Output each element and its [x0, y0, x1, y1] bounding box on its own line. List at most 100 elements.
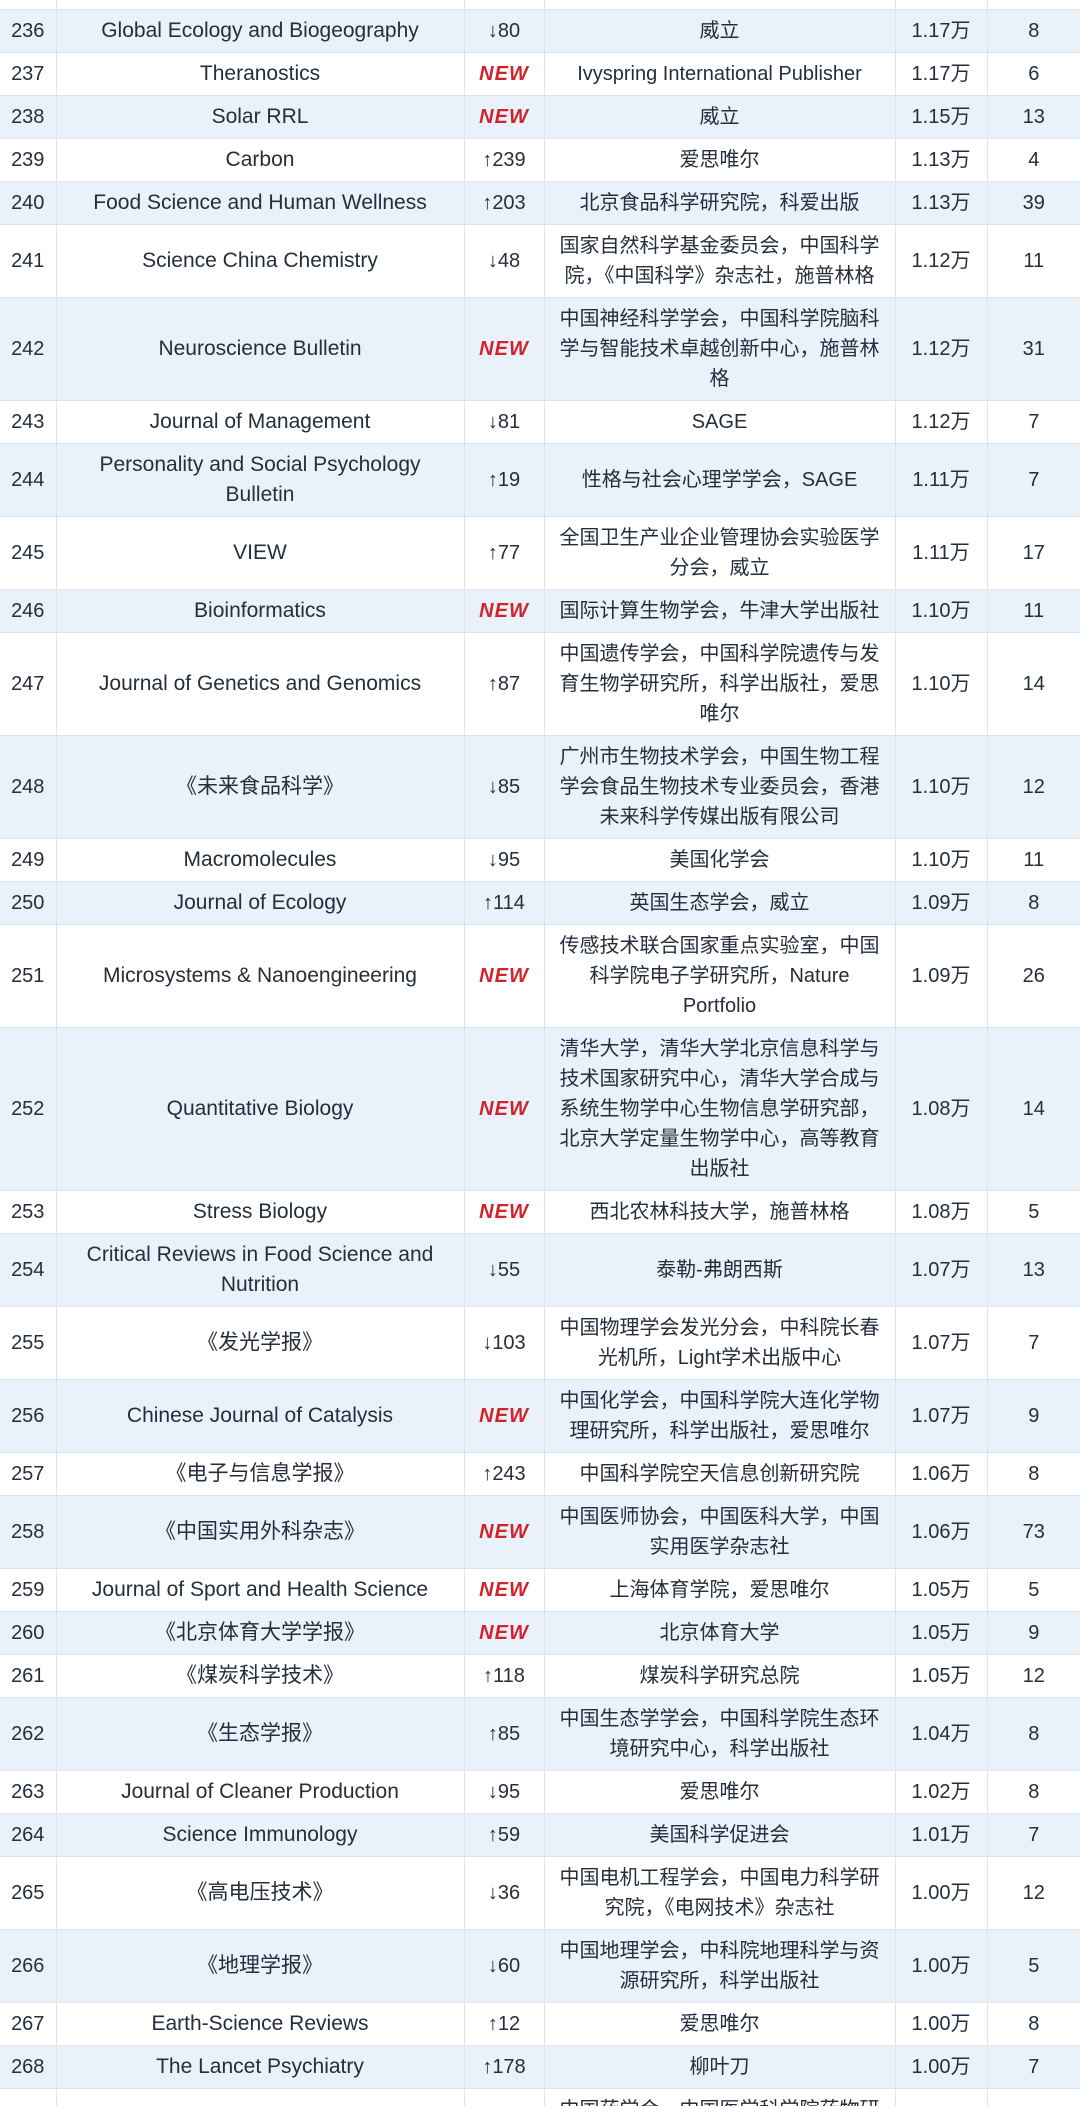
publisher-cell: 中国生态学学会，中国科学院生态环境研究中心，科学出版社: [543, 1697, 896, 1771]
stat-secondary-cell: 5: [986, 1568, 1080, 1612]
journal-name-cell: Journal of Management: [55, 400, 465, 444]
journal-name-cell: Microsystems & Nanoengineering: [55, 924, 465, 1028]
stat-main-cell: 1.00万: [894, 1929, 988, 2003]
publisher-cell: 中国物理学会发光分会，中科院长春光机所，Light学术出版中心: [543, 1306, 896, 1380]
stat-secondary-cell: 13: [986, 95, 1080, 139]
rank-cell: 263: [0, 1770, 57, 1814]
stat-main-cell: 1.08万: [894, 1190, 988, 1234]
stat-secondary-cell: 39: [986, 181, 1080, 225]
journal-name-cell: Critical Reviews in Food Science and Nut…: [55, 1233, 465, 1307]
table-row: 255 《发光学报》 ↓103 中国物理学会发光分会，中科院长春光机所，Ligh…: [0, 1306, 1080, 1380]
stat-main-cell: 1.09万: [894, 924, 988, 1028]
stat-secondary-cell: 11: [986, 589, 1080, 633]
table-row: 266 《地理学报》 ↓60 中国地理学会，中科院地理科学与资源研究所，科学出版…: [0, 1929, 1080, 2003]
table-row: 260 《北京体育大学学报》 NEW 北京体育大学 1.05万 9: [0, 1611, 1080, 1655]
table-row: 238 Solar RRL NEW 威立 1.15万 13: [0, 95, 1080, 139]
stat-main-cell: 1.11万: [894, 443, 988, 517]
rank-change-cell: ↓81: [463, 400, 545, 444]
rank-cell: 250: [0, 881, 57, 925]
rank-cell: 269: [0, 2088, 57, 2106]
stat-secondary-cell: 8: [986, 1770, 1080, 1814]
rank-change-cell: NEW: [463, 297, 545, 401]
stat-secondary-cell: 8: [986, 1697, 1080, 1771]
publisher-cell: 爱思唯尔: [543, 2002, 896, 2046]
rank-cell: 265: [0, 1856, 57, 1930]
journal-name-cell: 《电子与信息学报》: [55, 1452, 465, 1496]
publisher-cell: 威立: [543, 9, 896, 53]
rank-cell: 249: [0, 838, 57, 882]
publisher-cell: 北京食品科学研究院，科爱出版: [543, 181, 896, 225]
stat-main-cell: 1.07万: [894, 1233, 988, 1307]
table-row: 244 Personality and Social Psychology Bu…: [0, 443, 1080, 517]
rank-change-cell: ↓103: [463, 1306, 545, 1380]
journal-name-cell: Earth-Science Reviews: [55, 2002, 465, 2046]
rank-change-cell: NEW: [463, 1568, 545, 1612]
journal-name-cell: Neuroscience Bulletin: [55, 297, 465, 401]
stat-main-cell: 1.04万: [894, 1697, 988, 1771]
stat-main-cell: 1.02万: [894, 1770, 988, 1814]
journal-name-cell: 《未来食品科学》: [55, 735, 465, 839]
rank-change-cell: ↑118: [463, 1654, 545, 1698]
stat-secondary-cell: 8: [986, 2002, 1080, 2046]
table-row: 253 Stress Biology NEW 西北农林科技大学，施普林格 1.0…: [0, 1190, 1080, 1234]
publisher-cell: 中国地理学会，中科院地理科学与资源研究所，科学出版社: [543, 1929, 896, 2003]
journal-name-cell: [55, 0, 465, 10]
table-row: 257 《电子与信息学报》 ↑243 中国科学院空天信息创新研究院 1.06万 …: [0, 1452, 1080, 1496]
stat-secondary-cell: 12: [986, 1654, 1080, 1698]
publisher-cell: 美国科学促进会: [543, 1813, 896, 1857]
rank-change-cell: ↓55: [463, 1233, 545, 1307]
rank-change-cell: NEW: [463, 1495, 545, 1569]
rank-cell: 241: [0, 224, 57, 298]
stat-secondary-cell: 12: [986, 735, 1080, 839]
rank-change-cell: ↑77: [463, 516, 545, 590]
rank-cell: 246: [0, 589, 57, 633]
publisher-cell: 中国药学会，中国医学科学院药物研究所: [543, 2088, 896, 2106]
stat-main-cell: 1.06万: [894, 1452, 988, 1496]
stat-main-cell: 1.11万: [894, 516, 988, 590]
stat-secondary-cell: 7: [986, 1813, 1080, 1857]
stat-main-cell: 1.00万: [894, 1856, 988, 1930]
journal-name-cell: Global Ecology and Biogeography: [55, 9, 465, 53]
table-row: 242 Neuroscience Bulletin NEW 中国神经科学学会，中…: [0, 297, 1080, 401]
rank-change-cell: NEW: [463, 1379, 545, 1453]
table-row: 258 《中国实用外科杂志》 NEW 中国医师协会，中国医科大学，中国实用医学杂…: [0, 1495, 1080, 1569]
journal-name-cell: The Lancet Psychiatry: [55, 2045, 465, 2089]
publisher-cell: 爱思唯尔: [543, 1770, 896, 1814]
partial-row-top: [0, 0, 1080, 10]
publisher-cell: 广州市生物技术学会，中国生物工程学会食品生物技术专业委员会，香港未来科学传媒出版…: [543, 735, 896, 839]
journal-name-cell: 《地理学报》: [55, 1929, 465, 2003]
stat-secondary-cell: 4: [986, 138, 1080, 182]
table-row: 268 The Lancet Psychiatry ↑178 柳叶刀 1.00万…: [0, 2045, 1080, 2089]
rank-cell: 258: [0, 1495, 57, 1569]
table-row: 239 Carbon ↑239 爱思唯尔 1.13万 4: [0, 138, 1080, 182]
journal-name-cell: Stress Biology: [55, 1190, 465, 1234]
rank-change-cell: ↓102: [463, 2088, 545, 2106]
stat-main-cell: 1.05万: [894, 1654, 988, 1698]
publisher-cell: 泰勒-弗朗西斯: [543, 1233, 896, 1307]
publisher-cell: 中国科学院空天信息创新研究院: [543, 1452, 896, 1496]
rank-cell: 239: [0, 138, 57, 182]
stat-secondary-cell: 5: [986, 1190, 1080, 1234]
journal-name-cell: Journal of Genetics and Genomics: [55, 632, 465, 736]
rank-cell: 260: [0, 1611, 57, 1655]
stat-secondary-cell: 7: [986, 1306, 1080, 1380]
rank-cell: 252: [0, 1027, 57, 1191]
stat-main-cell: 1.12万: [894, 400, 988, 444]
table-row: 269 《药学学报》 ↓102 中国药学会，中国医学科学院药物研究所 0.98万…: [0, 2088, 1080, 2106]
rank-cell: [0, 0, 57, 10]
publisher-cell: 上海体育学院，爱思唯尔: [543, 1568, 896, 1612]
journal-name-cell: Journal of Cleaner Production: [55, 1770, 465, 1814]
rank-cell: 240: [0, 181, 57, 225]
rank-change-cell: ↑19: [463, 443, 545, 517]
publisher-cell: 中国医师协会，中国医科大学，中国实用医学杂志社: [543, 1495, 896, 1569]
rank-cell: 266: [0, 1929, 57, 2003]
journal-name-cell: Food Science and Human Wellness: [55, 181, 465, 225]
table-row: 250 Journal of Ecology ↑114 英国生态学会，威立 1.…: [0, 881, 1080, 925]
publisher-cell: 英国生态学会，威立: [543, 881, 896, 925]
publisher-cell: 柳叶刀: [543, 2045, 896, 2089]
rank-change-cell: [463, 0, 545, 10]
stat-main-cell: 1.10万: [894, 735, 988, 839]
stat-secondary-cell: 17: [986, 516, 1080, 590]
publisher-cell: 清华大学，清华大学北京信息科学与技术国家研究中心，清华大学合成与系统生物学中心生…: [543, 1027, 896, 1191]
